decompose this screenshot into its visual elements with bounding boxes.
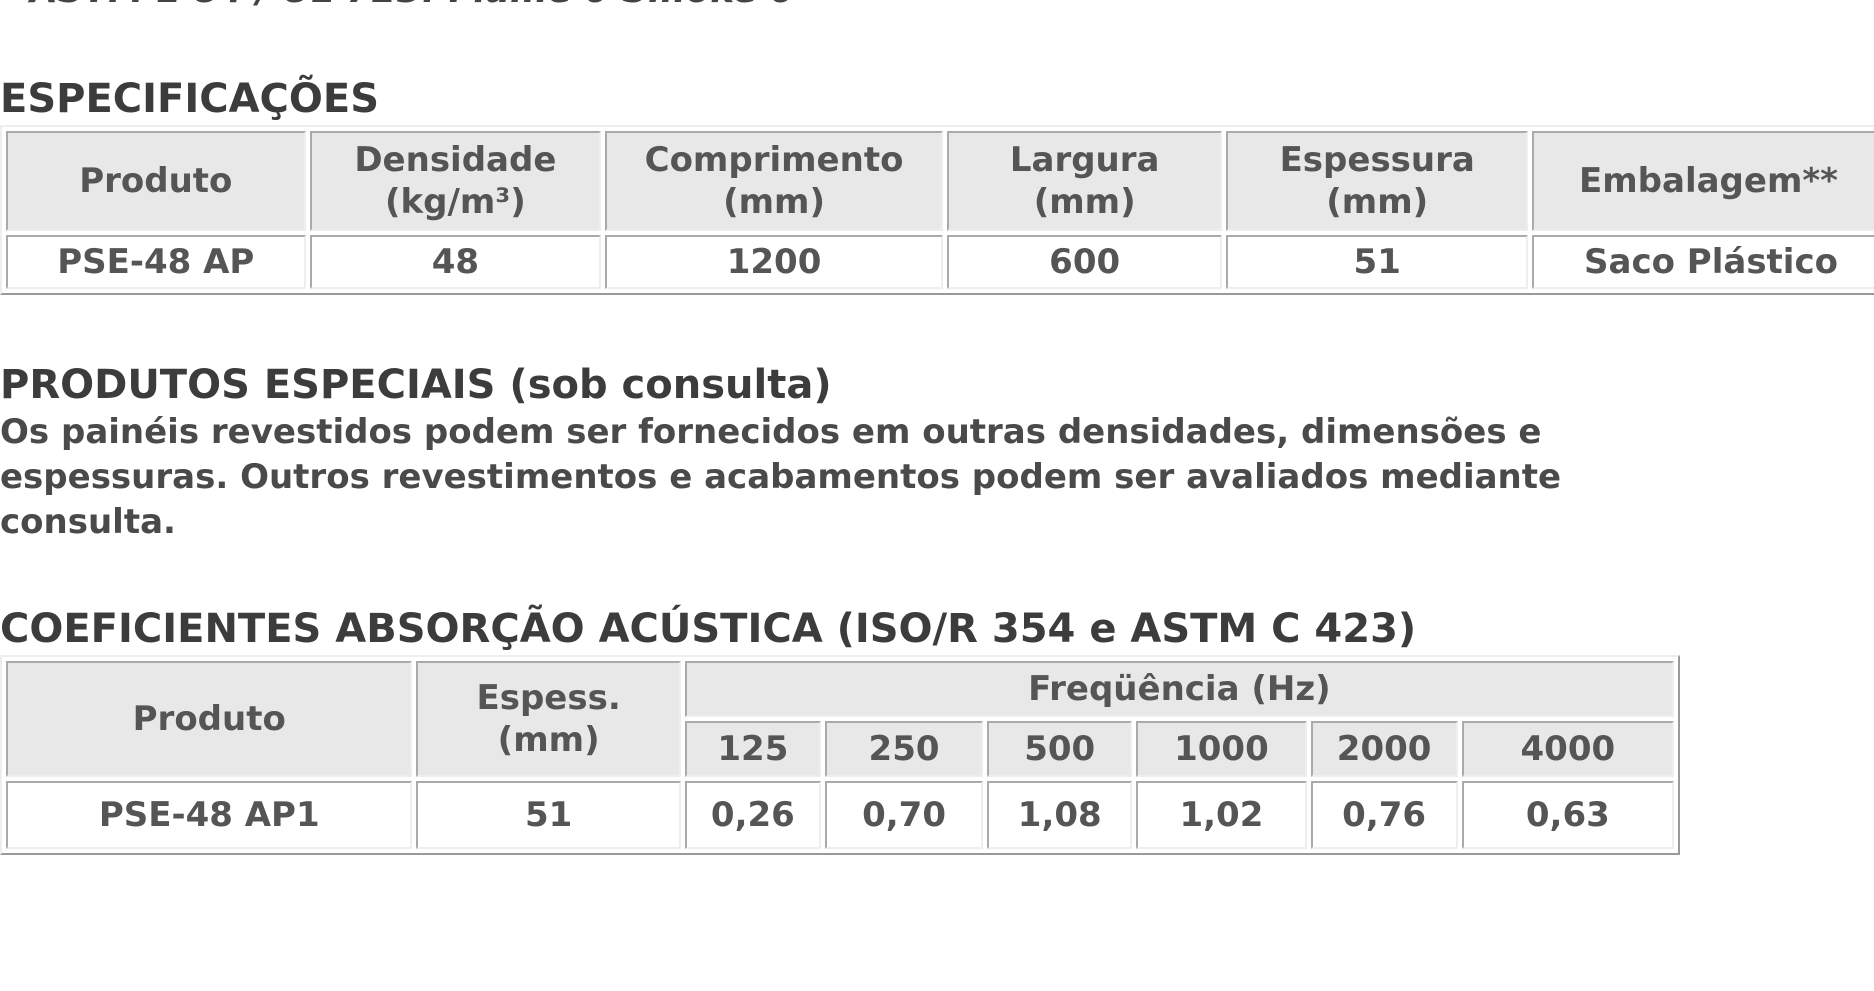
table-row: PSE-48 AP1 51 0,26 0,70 1,08 1,02 0,76 0… — [6, 781, 1674, 849]
frequency-row: 125 250 500 1000 2000 4000 — [6, 721, 1674, 777]
header-espessura: Espessura (mm) — [1226, 131, 1529, 231]
header-frequencia: Freqüência (Hz) — [684, 661, 1674, 717]
header-embalagem: Embalagem** — [1532, 131, 1874, 231]
header-espess: Espess. (mm) — [416, 661, 681, 777]
freq-2000: 2000 — [1310, 721, 1458, 777]
freq-4000: 4000 — [1461, 721, 1674, 777]
cell-coef-4000: 0,63 — [1461, 781, 1674, 849]
freq-500: 500 — [987, 721, 1133, 777]
header-largura: Largura (mm) — [946, 131, 1223, 231]
cell-coef-1000: 1,02 — [1136, 781, 1307, 849]
header-comprimento: Comprimento (mm) — [605, 131, 943, 231]
cell-embalagem: Saco Plástico — [1532, 235, 1874, 289]
cell-coef-125: 0,26 — [684, 781, 821, 849]
freq-1000: 1000 — [1136, 721, 1307, 777]
top-partial-text: ASTM E 84 / UL 723: Flame 0 Smoke 0 — [30, 0, 795, 11]
cell-coef-500: 1,08 — [987, 781, 1133, 849]
cell-comprimento: 1200 — [605, 235, 943, 289]
freq-125: 125 — [684, 721, 821, 777]
cell-coef-250: 0,70 — [824, 781, 984, 849]
specs-header-row: Produto Densidade (kg/m³) Comprimento (mm)… — [6, 131, 1874, 231]
cell-produto: PSE-48 AP — [6, 235, 306, 289]
header-densidade: Densidade (kg/m³) — [309, 131, 602, 231]
acoustic-header-row: Produto Espess. (mm) Freqüência (Hz) — [6, 661, 1674, 777]
cell-densidade: 48 — [309, 235, 602, 289]
cell-produto: PSE-48 AP1 — [6, 781, 413, 849]
freq-250: 250 — [824, 721, 984, 777]
specs-table: Produto Densidade (kg/m³) Comprimento (mm)… — [0, 125, 1874, 295]
special-text: Os painéis revestidos podem ser fornecid… — [0, 412, 1562, 542]
header-produto: Produto — [6, 131, 306, 231]
header-produto: Produto — [6, 661, 413, 777]
acoustic-table: Produto Espess. (mm) Freqüência (Hz) 125 … — [0, 655, 1680, 855]
cell-espess: 51 — [416, 781, 681, 849]
acoustic-title: COEFICIENTES ABSORÇÃO ACÚSTICA (ISO/R 35… — [0, 606, 1417, 652]
cell-largura: 600 — [946, 235, 1223, 289]
special-title: PRODUTOS ESPECIAIS (sob consulta) — [0, 362, 832, 408]
cell-coef-2000: 0,76 — [1310, 781, 1458, 849]
specs-title: ESPECIFICAÇÕES — [0, 76, 380, 122]
table-row: PSE-48 AP 48 1200 600 51 Saco Plástico — [6, 235, 1874, 289]
cell-espessura: 51 — [1226, 235, 1529, 289]
